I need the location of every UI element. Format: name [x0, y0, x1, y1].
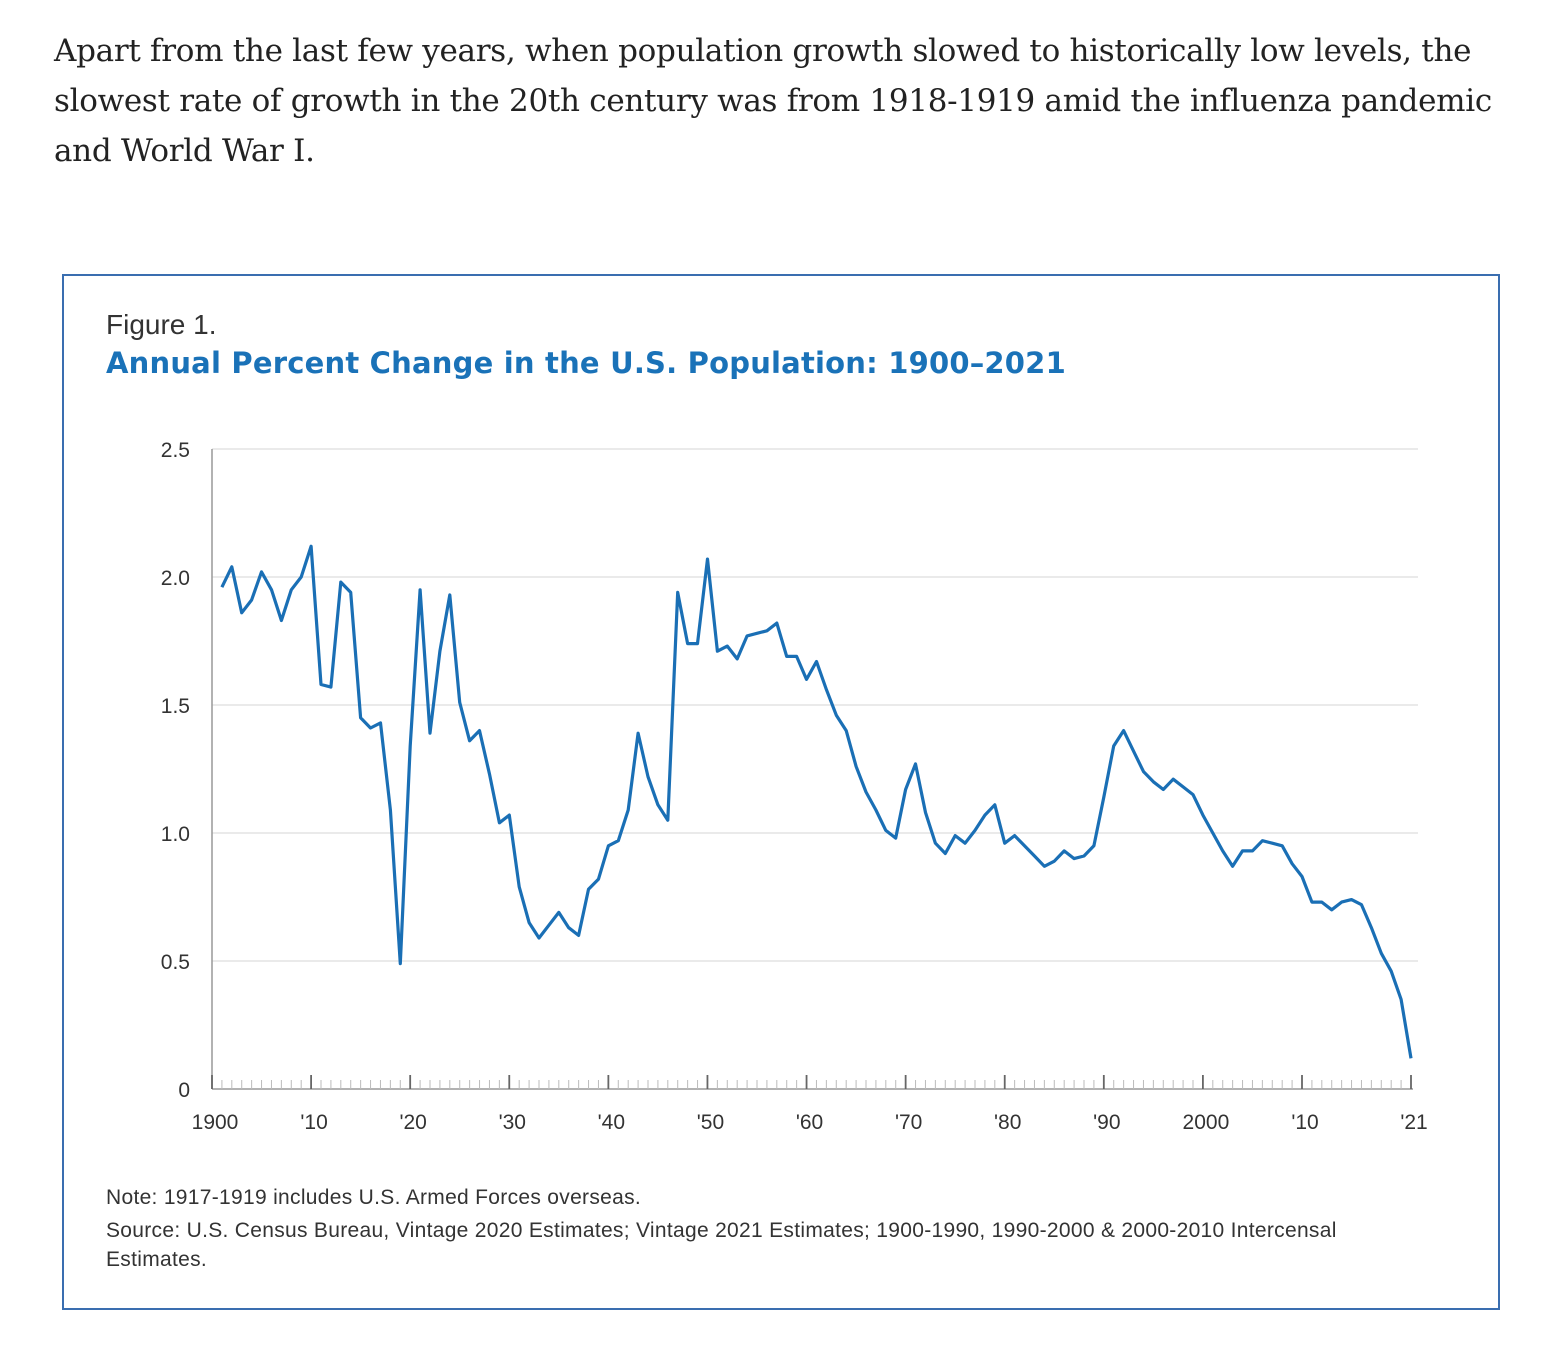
x-tick-label: '10 — [1291, 1111, 1318, 1134]
x-tick-label: '30 — [499, 1111, 526, 1134]
x-tick-label: '90 — [1093, 1111, 1120, 1134]
x-tick-label: '21 — [1400, 1111, 1427, 1134]
series-group — [220, 544, 1413, 1059]
y-axis-labels: 0 0.5 1.0 1.5 2.0 2.5 — [161, 439, 190, 1102]
x-tick-label: '60 — [796, 1111, 823, 1134]
x-tick-label: '20 — [399, 1111, 426, 1134]
x-tick-label: 1900 — [192, 1111, 239, 1134]
x-tick-label: '80 — [994, 1111, 1021, 1134]
y-tick-label: 1.5 — [161, 695, 190, 718]
y-tick-label: 1.0 — [161, 823, 190, 846]
y-tick-label: 2.0 — [161, 567, 190, 590]
figure-source: Source: U.S. Census Bureau, Vintage 2020… — [106, 1219, 1337, 1271]
axes — [211, 449, 1413, 1090]
y-tick-label: 0.5 — [161, 951, 190, 974]
x-tick-label: 2000 — [1183, 1111, 1230, 1134]
series-line — [220, 544, 1413, 1059]
x-axis-labels: 1900 '10 '20 '30 '40 '50 '60 '70 '80 '90 2000 '10 '2… — [192, 1111, 1428, 1134]
chart-title: Annual Percent Change in the U.S. Popula… — [106, 346, 1066, 380]
x-tick-label: '10 — [300, 1111, 327, 1134]
intro-paragraph: Apart from the last few years, when popu… — [54, 33, 1492, 169]
figure-container — [62, 274, 1500, 1310]
x-tick-label: '70 — [895, 1111, 922, 1134]
x-tick-label: '40 — [598, 1111, 625, 1134]
figure-label: Figure 1. — [106, 309, 217, 340]
figure-note: Note: 1917-1919 includes U.S. Armed Forc… — [106, 1186, 642, 1209]
gridlines — [212, 448, 1418, 962]
y-tick-label: 2.5 — [161, 439, 190, 462]
y-tick-label: 0 — [178, 1079, 190, 1102]
x-tick-label: '50 — [697, 1111, 724, 1134]
